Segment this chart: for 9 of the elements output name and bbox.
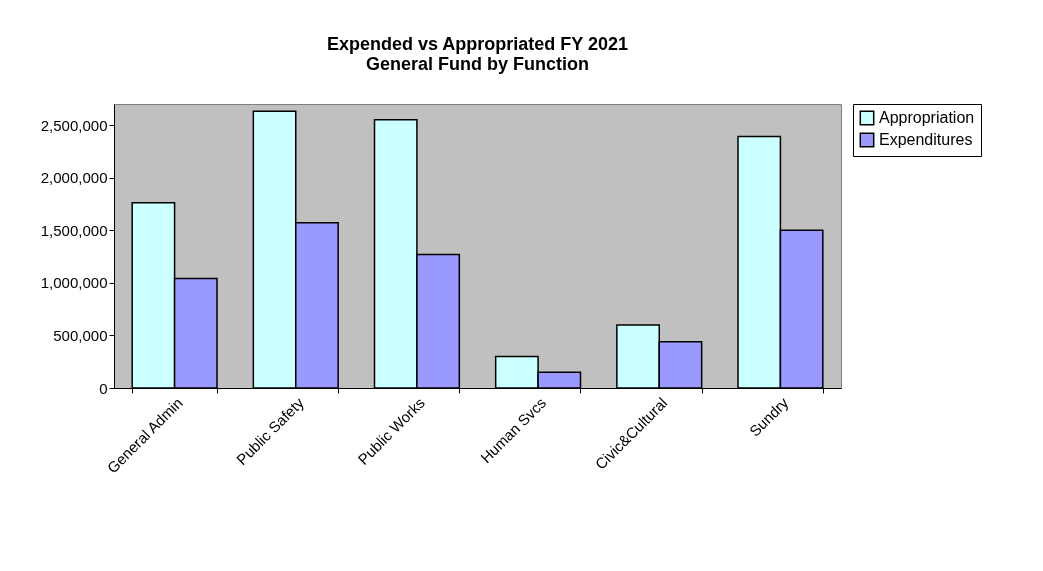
y-tick-label: 1,000,000 [40, 274, 108, 292]
chart-title: Expended vs Appropriated FY 2021 General Fund by Function [326, 33, 629, 74]
legend-label: Expenditures [879, 131, 973, 148]
y-tick-label: 0 [99, 379, 108, 397]
y-tick-label: 2,000,000 [40, 169, 108, 187]
y-tick-label: 2,500,000 [40, 116, 108, 134]
y-tick-label: 1,500,000 [40, 221, 108, 239]
y-tick-label: 500,000 [53, 326, 108, 344]
legend-label: Appropriation [879, 109, 975, 126]
